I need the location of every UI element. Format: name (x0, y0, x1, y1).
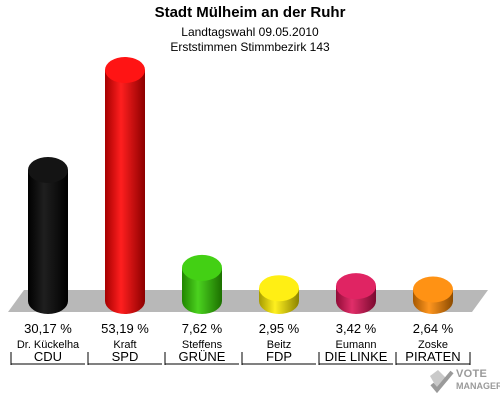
value-label: 53,19 % (101, 321, 149, 336)
bar-top-5 (413, 276, 453, 303)
value-label: 2,64 % (413, 321, 454, 336)
chart-title: Stadt Mülheim an der Ruhr (154, 4, 346, 21)
candidate-label: Kraft (113, 339, 136, 351)
candidate-label: Dr. Kückelha (17, 339, 80, 351)
value-label: 3,42 % (336, 321, 377, 336)
bar-top-3 (259, 275, 299, 302)
logo-text-vote: VOTE (456, 368, 488, 380)
value-label: 2,95 % (259, 321, 300, 336)
bar-top-0 (28, 156, 68, 183)
vote-manager-logo: VOTE MANAGER (426, 366, 500, 400)
vote-check-icon (430, 370, 454, 394)
candidate-label: Eumann (336, 339, 377, 351)
candidate-label: Steffens (182, 339, 223, 351)
party-label: SPD (112, 349, 139, 364)
bar-top-1 (105, 57, 145, 83)
candidate-label: Beitz (267, 339, 291, 351)
bar-top-4 (336, 273, 376, 300)
logo-text-manager: MANAGER (456, 381, 500, 391)
chart-subtitle-election: Landtagswahl 09.05.2010 (181, 25, 319, 39)
bar-cdu (28, 169, 68, 314)
candidate-label: Zoske (418, 339, 448, 351)
party-label: PIRATEN (405, 349, 460, 364)
party-label: CDU (34, 349, 62, 364)
chart-subtitle-district: Erststimmen Stimmbezirk 143 (170, 40, 330, 54)
party-label: DIE LINKE (325, 349, 388, 364)
party-label: FDP (266, 349, 292, 364)
value-label: 7,62 % (182, 321, 223, 336)
bar-top-2 (182, 254, 222, 281)
party-label: GRÜNE (179, 349, 226, 364)
value-label: 30,17 % (24, 321, 72, 336)
bar-grüne (182, 267, 222, 314)
bar-spd (105, 70, 145, 314)
